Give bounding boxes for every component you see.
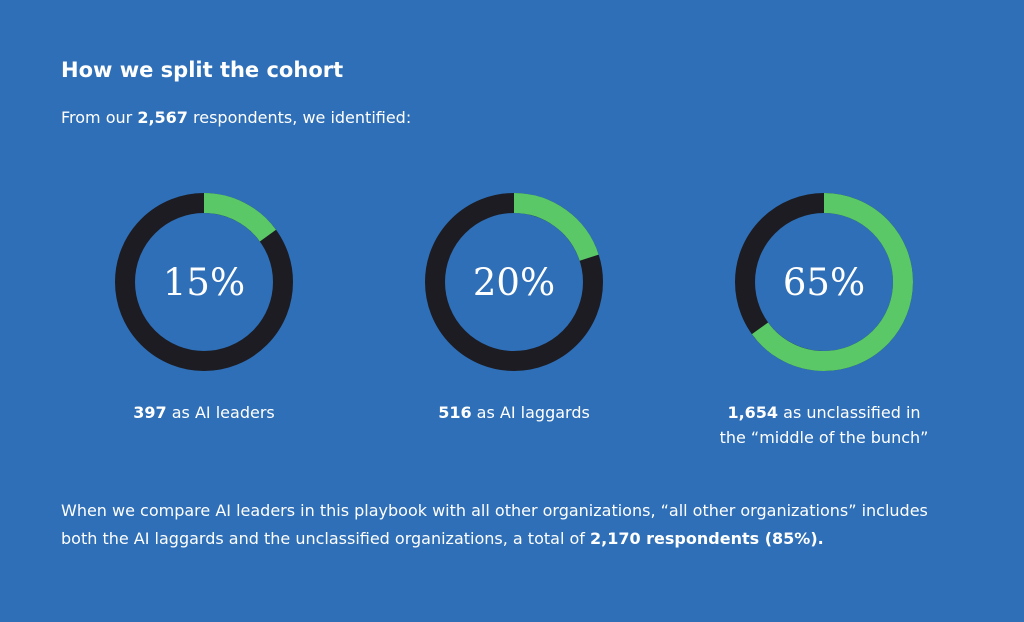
- intro-suffix: respondents, we identified:: [187, 108, 412, 127]
- donut-label-laggards: 20%: [473, 261, 555, 304]
- stat-text-unclassified: as unclassified in: [778, 403, 921, 422]
- donut-chart-leaders: 15%: [114, 192, 294, 372]
- stat-count-laggards: 516: [438, 403, 472, 422]
- donut-chart-unclassified: 65%: [734, 192, 914, 372]
- stat-text-unclassified-line2: the “middle of the bunch”: [719, 428, 929, 447]
- intro-text: From our 2,567 respondents, we identifie…: [61, 108, 411, 127]
- donut-label-unclassified: 65%: [783, 261, 865, 304]
- stat-count-leaders: 397: [133, 403, 167, 422]
- stat-text-leaders: as AI leaders: [166, 403, 275, 422]
- footer-text: When we compare AI leaders in this playb…: [61, 501, 928, 548]
- stat-text-laggards: as AI laggards: [471, 403, 590, 422]
- footer-emphasis: 2,170 respondents (85%).: [589, 529, 824, 548]
- stat-count-unclassified: 1,654: [727, 403, 779, 422]
- donut-label-leaders: 15%: [163, 261, 245, 304]
- donut-svg-unclassified: 65%: [735, 193, 913, 371]
- stat-caption-unclassified: 1,654 as unclassified in the “middle of t…: [694, 400, 954, 450]
- stat-caption-laggards: 516 as AI laggards: [384, 400, 644, 425]
- intro-total: 2,567: [137, 108, 188, 127]
- donut-svg-leaders: 15%: [115, 193, 293, 371]
- donut-chart-laggards: 20%: [424, 192, 604, 372]
- donut-arc-laggards: [425, 193, 603, 371]
- donut-arc-leaders: [115, 193, 293, 371]
- donut-arc-unclassified: [735, 193, 913, 371]
- footer-note: When we compare AI leaders in this playb…: [61, 497, 961, 553]
- page-title: How we split the cohort: [61, 58, 344, 82]
- intro-prefix: From our: [61, 108, 138, 127]
- stat-caption-leaders: 397 as AI leaders: [74, 400, 334, 425]
- donut-svg-laggards: 20%: [425, 193, 603, 371]
